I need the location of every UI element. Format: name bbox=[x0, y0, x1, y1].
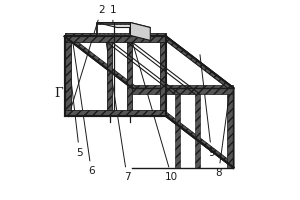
Polygon shape bbox=[97, 33, 130, 35]
Polygon shape bbox=[64, 36, 166, 116]
Polygon shape bbox=[64, 110, 166, 116]
Text: 7: 7 bbox=[103, 24, 130, 182]
Polygon shape bbox=[132, 88, 233, 94]
Polygon shape bbox=[64, 36, 233, 88]
Polygon shape bbox=[64, 36, 70, 116]
Polygon shape bbox=[97, 23, 130, 35]
Text: 1: 1 bbox=[110, 5, 117, 117]
Polygon shape bbox=[195, 94, 200, 168]
Polygon shape bbox=[130, 23, 150, 40]
Text: 5: 5 bbox=[67, 43, 83, 158]
Polygon shape bbox=[97, 23, 150, 28]
Text: 8: 8 bbox=[215, 89, 230, 178]
Polygon shape bbox=[64, 36, 166, 42]
Polygon shape bbox=[166, 112, 233, 168]
Text: 9: 9 bbox=[200, 55, 215, 158]
Text: 10: 10 bbox=[127, 24, 178, 182]
Polygon shape bbox=[107, 42, 112, 110]
Polygon shape bbox=[64, 33, 166, 36]
Polygon shape bbox=[175, 94, 180, 168]
Polygon shape bbox=[160, 36, 233, 88]
Text: 6: 6 bbox=[72, 37, 95, 176]
Polygon shape bbox=[64, 36, 138, 88]
Text: Γ: Γ bbox=[54, 87, 63, 100]
Polygon shape bbox=[227, 88, 233, 168]
Polygon shape bbox=[97, 23, 130, 24]
Polygon shape bbox=[166, 36, 233, 168]
Polygon shape bbox=[160, 36, 166, 116]
Polygon shape bbox=[166, 36, 233, 92]
Polygon shape bbox=[132, 85, 233, 88]
Text: 2: 2 bbox=[68, 5, 105, 117]
Polygon shape bbox=[128, 42, 132, 110]
